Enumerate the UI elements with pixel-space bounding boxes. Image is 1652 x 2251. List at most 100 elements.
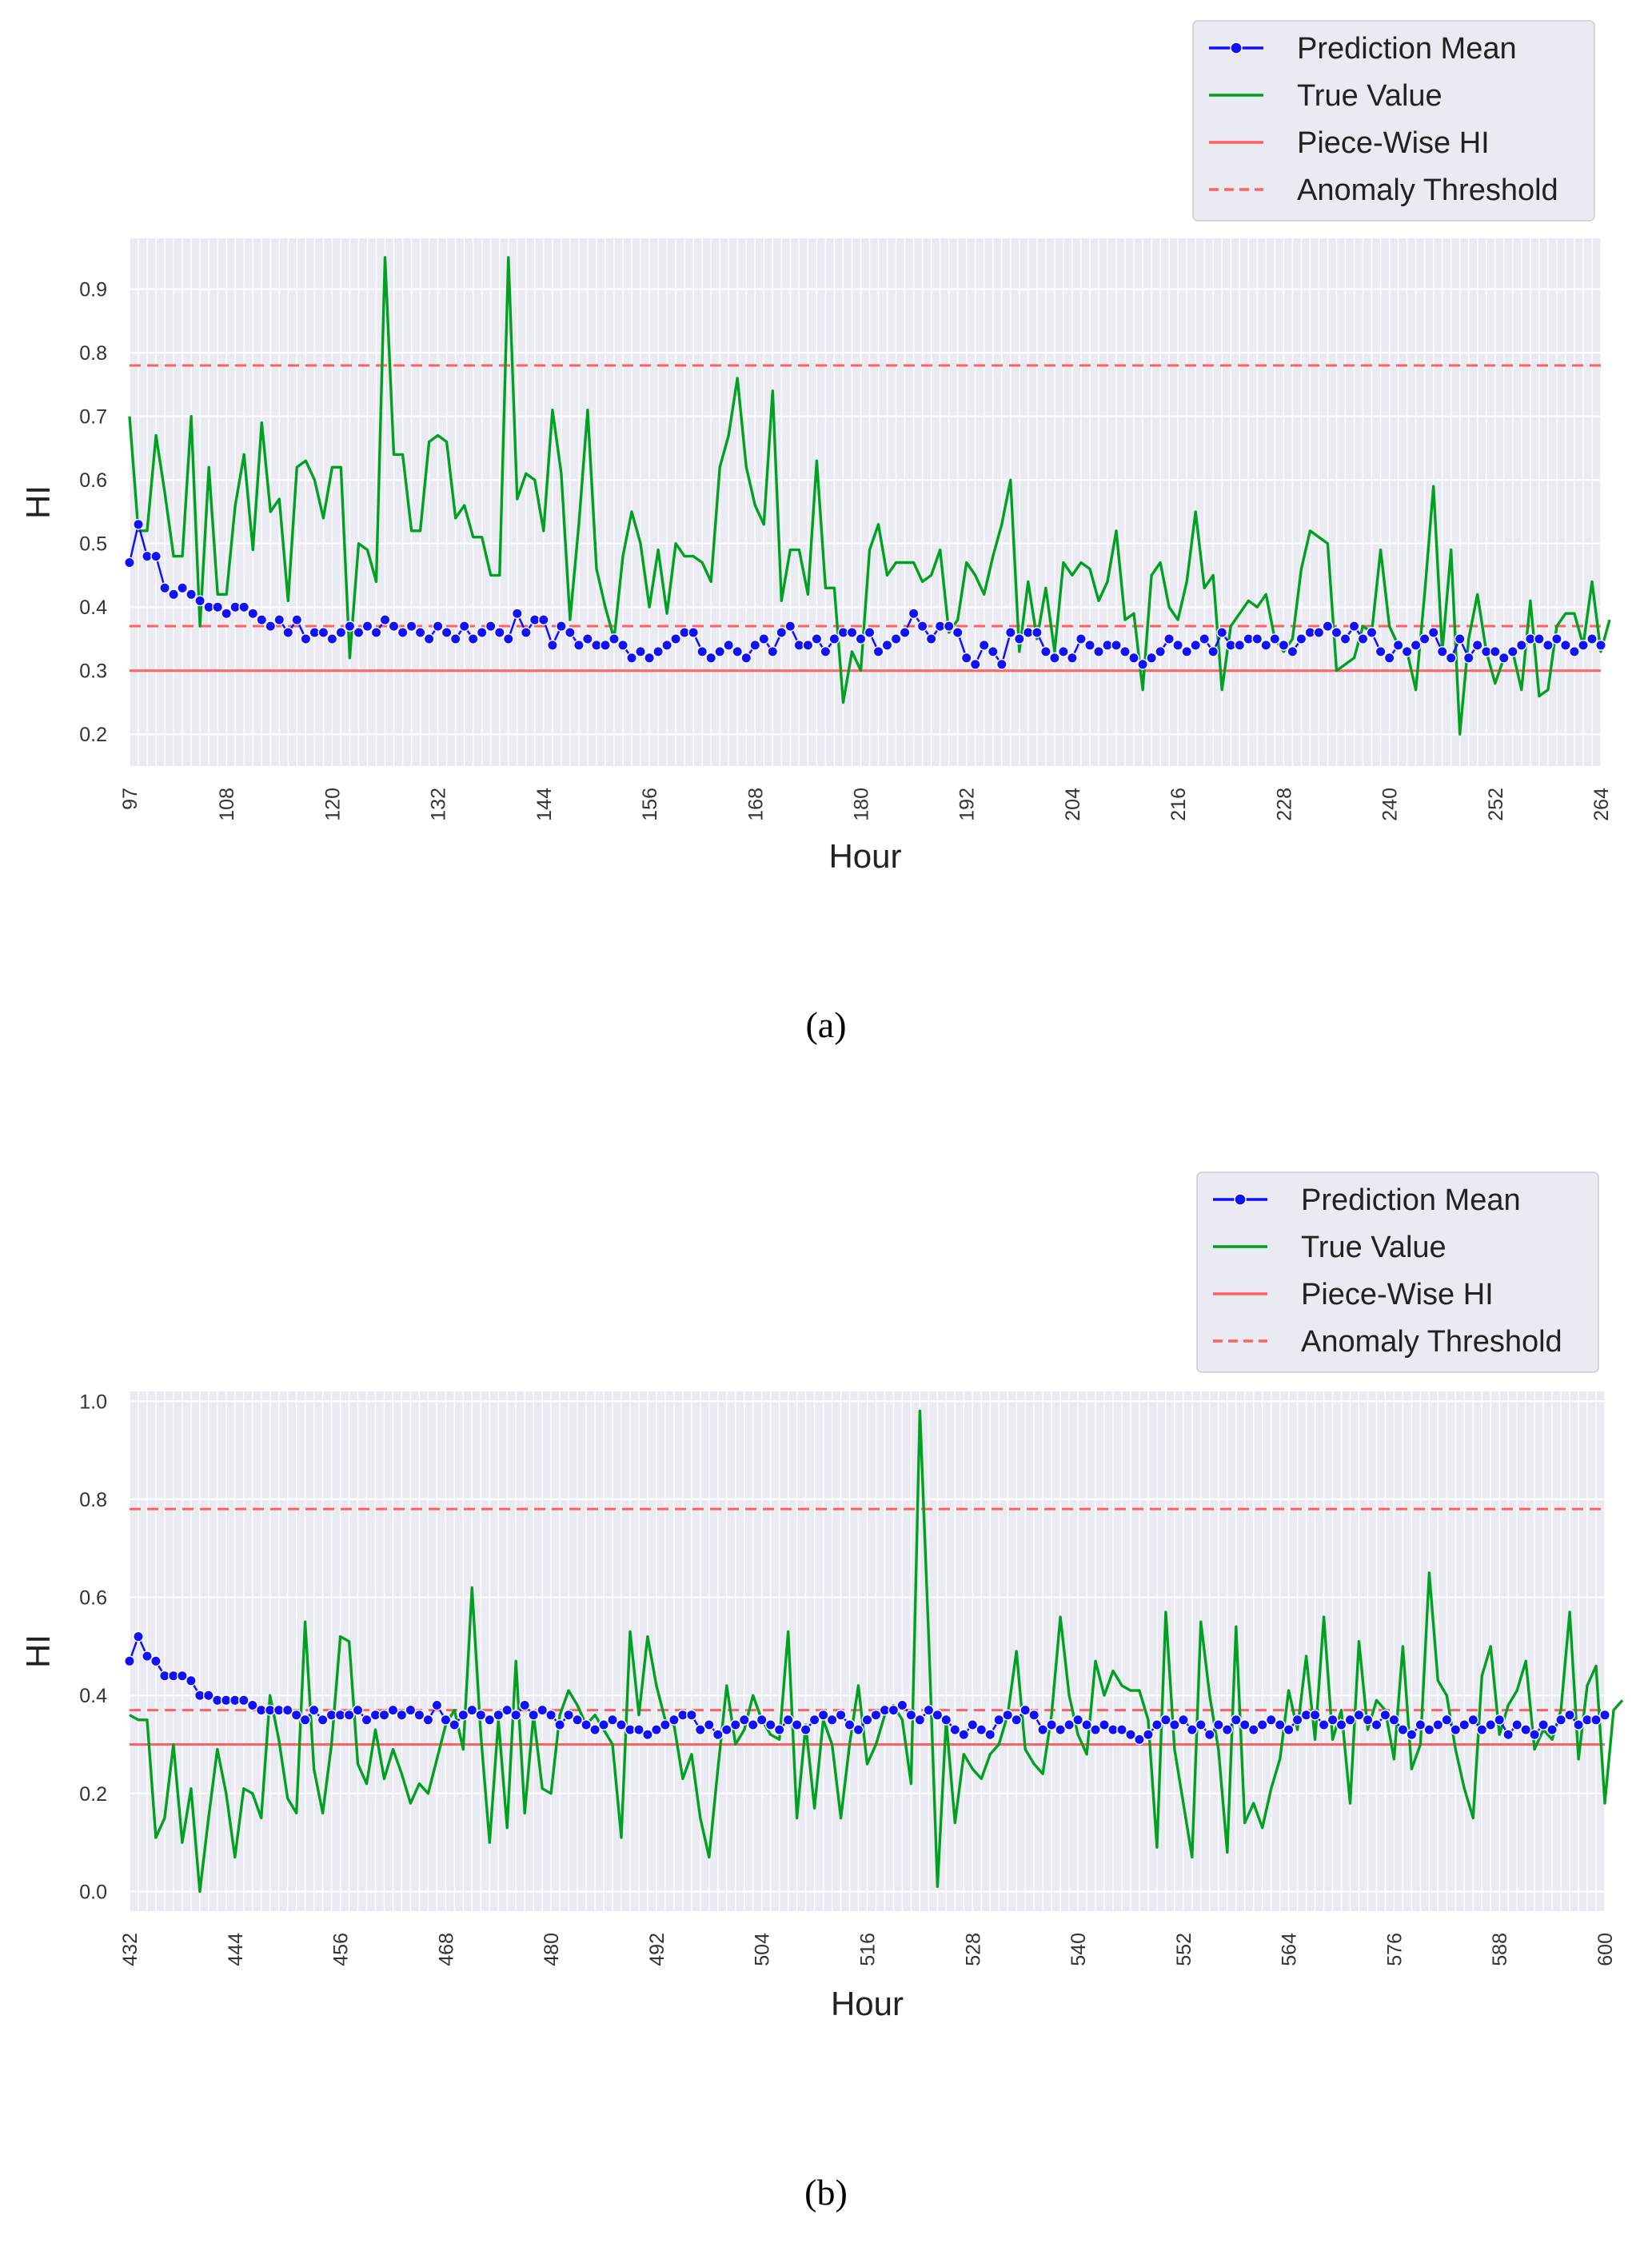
prediction-mean-point [308,1704,320,1716]
prediction-mean-point [202,1690,214,1702]
prediction-mean-point [670,633,681,645]
prediction-mean-point [273,614,285,625]
prediction-mean-point [984,1729,996,1741]
prediction-mean-point [817,1709,829,1721]
prediction-mean-point [1485,1719,1497,1730]
prediction-mean-point [1415,1719,1427,1730]
prediction-mean-point [422,1714,434,1726]
prediction-mean-point [1058,646,1069,657]
prediction-mean-point [1383,652,1395,664]
prediction-mean-point [1529,1729,1541,1741]
prediction-mean-point [949,1724,961,1735]
prediction-mean-point [1119,646,1131,657]
prediction-mean-point [1049,652,1060,664]
x-tick-label: 156 [639,788,661,821]
y-tick-label: 0.4 [79,597,107,619]
prediction-mean-point [1216,627,1228,638]
prediction-mean-point [802,640,814,651]
prediction-mean-point [776,627,788,638]
prediction-mean-point [1195,1719,1207,1730]
x-tick-label: 108 [216,788,238,821]
y-tick-label: 0.5 [79,533,107,556]
legend-label: Anomaly Threshold [1297,174,1558,207]
prediction-mean-point [1125,1729,1136,1741]
prediction-mean-point [1498,652,1510,664]
x-tick-label: 540 [1067,1933,1090,1966]
prediction-mean-point [1002,1709,1014,1721]
x-tick-label: 600 [1594,1933,1617,1966]
prediction-mean-point [449,1719,461,1730]
prediction-mean-point [1207,646,1219,657]
prediction-mean-point [589,1724,601,1735]
prediction-mean-point [940,1714,952,1726]
prediction-mean-point [1401,646,1413,657]
prediction-mean-point [1287,646,1299,657]
x-tick-label: 564 [1279,1933,1301,1966]
prediction-mean-point [652,646,664,657]
prediction-mean-point [1186,1724,1198,1735]
prediction-mean-point [519,1699,531,1711]
prediction-mean-point [1128,652,1139,664]
prediction-mean-point [1494,1714,1506,1726]
prediction-mean-point [405,1704,417,1716]
legend-marker [1230,42,1243,54]
prediction-mean-point [1458,1719,1470,1730]
legend-marker [1234,1193,1247,1206]
prediction-mean-point [396,1709,408,1721]
prediction-mean-point [256,614,268,625]
chart-a: 0.2 0.3 0.4 0.5 0.6 0.7 0.8 0.9 97 108 120 132 144 15… [19,20,1613,875]
x-tick-label: 504 [752,1933,774,1966]
prediction-mean-point [1454,633,1466,645]
prediction-mean-point [1397,1724,1409,1735]
prediction-mean-point [908,608,920,620]
x-tick-label: 468 [435,1933,457,1966]
prediction-mean-point [1366,627,1378,638]
prediction-mean-point [379,614,391,625]
prediction-mean-point [582,633,593,645]
prediction-mean-point [914,1714,926,1726]
prediction-mean-point [352,1704,364,1716]
prediction-mean-point [1406,1729,1418,1741]
x-tick-label: 120 [321,788,344,821]
x-tick-label: 480 [541,1933,563,1966]
prediction-mean-point [485,621,497,632]
x-tick-label: 252 [1485,788,1507,821]
prediction-mean-point [493,1709,505,1721]
prediction-mean-point [281,1704,293,1716]
x-tick-label: 216 [1167,788,1190,821]
prediction-mean-point [246,1699,258,1711]
prediction-mean-point [967,1719,979,1730]
true-value-series [128,256,1611,736]
prediction-mean-point [565,627,576,638]
prediction-mean-point [861,1714,873,1726]
y-tick-label: 0.8 [79,1489,107,1511]
prediction-mean-point [1534,633,1545,645]
prediction-mean-point [905,1709,917,1721]
prediction-mean-point [1595,640,1606,651]
prediction-mean-point [1172,640,1184,651]
x-tick-label: 264 [1590,788,1613,821]
true-value-series [129,1409,1624,1894]
prediction-mean-point [221,608,233,620]
prediction-mean-point [1090,1724,1101,1735]
prediction-mean-point [712,1729,724,1741]
prediction-mean-point [720,1724,732,1735]
plot-area [130,238,1601,766]
grid [129,1391,1606,1911]
prediction-mean-point [1419,633,1431,645]
prediction-mean-point [168,589,180,601]
prediction-mean-point [458,621,470,632]
prediction-mean-point [932,1709,944,1721]
prediction-mean-point [1181,646,1193,657]
prediction-mean-point [1476,1724,1488,1735]
prediction-mean-point [1278,640,1290,651]
prediction-mean-point [1084,640,1095,651]
prediction-mean-point [617,640,628,651]
prediction-mean-point [528,1709,540,1721]
prediction-mean-point [520,627,532,638]
prediction-mean-point [397,627,409,638]
prediction-mean-point [545,1709,557,1721]
prediction-mean-point [828,633,840,645]
prediction-mean-point [899,627,911,638]
x-tick-label: 432 [119,1933,142,1966]
